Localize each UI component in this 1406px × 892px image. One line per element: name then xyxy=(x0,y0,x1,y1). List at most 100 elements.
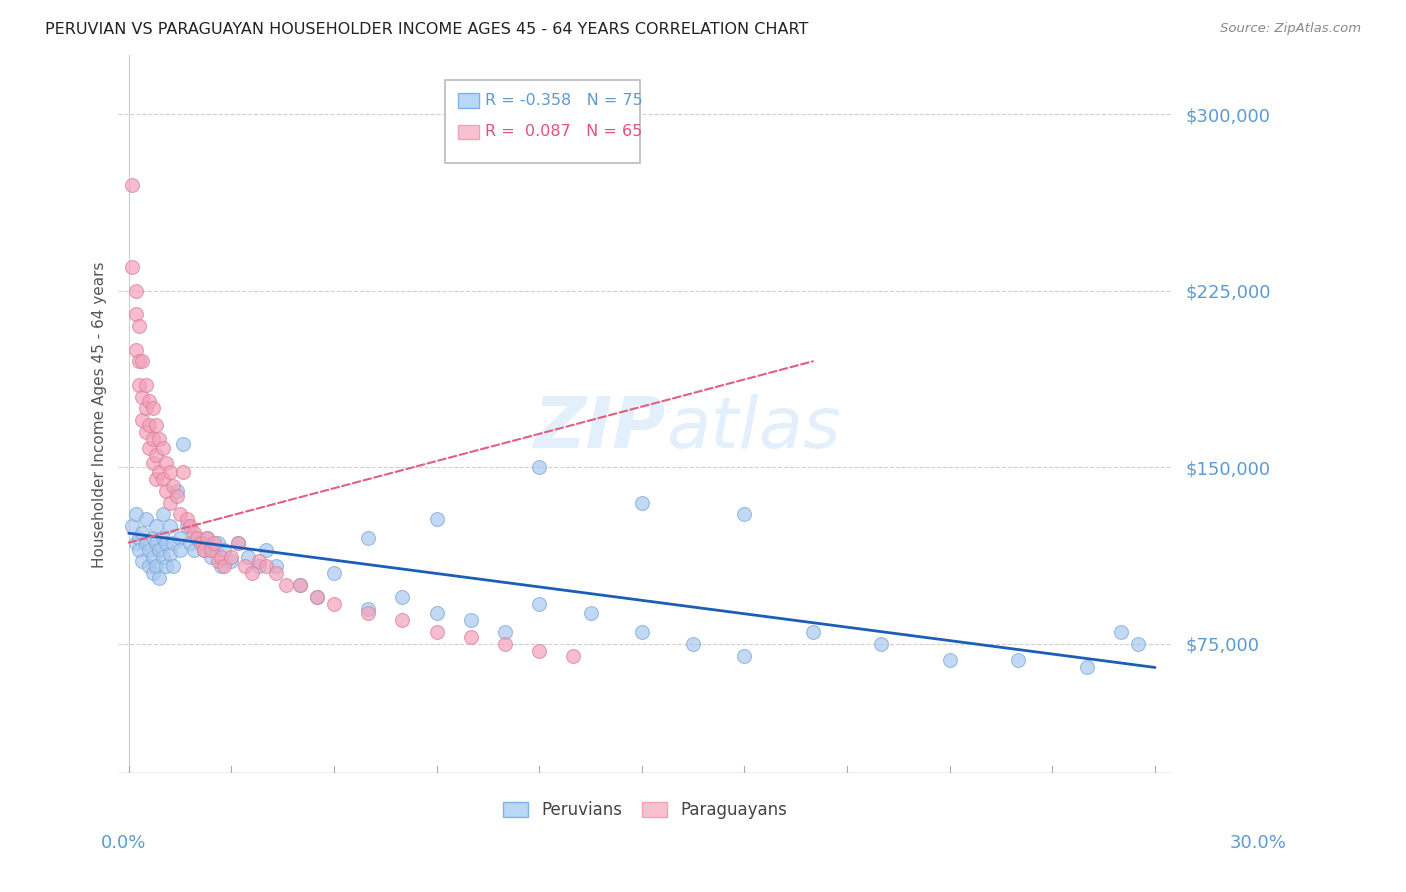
Point xyxy=(247,554,270,568)
Point xyxy=(529,597,551,611)
Point xyxy=(233,559,256,574)
Point xyxy=(254,559,277,574)
Point xyxy=(121,519,143,533)
Point xyxy=(145,519,167,533)
Point xyxy=(124,343,146,357)
Point xyxy=(870,637,893,651)
Point xyxy=(193,542,215,557)
Point xyxy=(226,535,249,549)
Point xyxy=(938,653,960,667)
Point xyxy=(323,597,346,611)
Point xyxy=(264,566,287,581)
Point xyxy=(135,425,157,439)
Point xyxy=(138,417,160,432)
Point xyxy=(155,559,177,574)
Text: 30.0%: 30.0% xyxy=(1230,834,1286,852)
Point xyxy=(148,571,170,585)
Point xyxy=(734,508,756,522)
Point xyxy=(631,495,654,509)
Point xyxy=(682,637,704,651)
Point xyxy=(124,307,146,321)
Point xyxy=(142,566,165,581)
Point xyxy=(142,432,165,446)
Point xyxy=(305,590,328,604)
Point xyxy=(190,535,212,549)
Point xyxy=(190,535,212,549)
Point xyxy=(460,613,482,627)
Point xyxy=(357,601,380,615)
Point xyxy=(193,542,215,557)
Point xyxy=(426,625,449,640)
Text: ZIP: ZIP xyxy=(534,394,666,463)
Point xyxy=(391,590,413,604)
Point xyxy=(166,483,188,498)
Point xyxy=(138,442,160,456)
Text: PERUVIAN VS PARAGUAYAN HOUSEHOLDER INCOME AGES 45 - 64 YEARS CORRELATION CHART: PERUVIAN VS PARAGUAYAN HOUSEHOLDER INCOM… xyxy=(45,22,808,37)
Point xyxy=(176,519,198,533)
Point xyxy=(169,542,191,557)
Point xyxy=(207,554,229,568)
Point xyxy=(155,456,177,470)
Point xyxy=(142,549,165,564)
Point xyxy=(124,535,146,549)
Point xyxy=(202,542,225,557)
Point xyxy=(128,354,150,368)
Point xyxy=(159,519,181,533)
Point xyxy=(169,531,191,545)
Point xyxy=(142,456,165,470)
Point xyxy=(247,559,270,574)
Point xyxy=(159,465,181,479)
Point xyxy=(426,512,449,526)
Point xyxy=(124,284,146,298)
Point xyxy=(529,644,551,658)
Point xyxy=(391,613,413,627)
Point xyxy=(145,472,167,486)
Point xyxy=(121,260,143,274)
Legend: Peruvians, Paraguayans: Peruvians, Paraguayans xyxy=(496,795,794,826)
Point xyxy=(145,535,167,549)
Point xyxy=(179,535,201,549)
Point xyxy=(124,508,146,522)
Point xyxy=(494,625,516,640)
Point xyxy=(159,548,181,562)
Point xyxy=(135,377,157,392)
Point xyxy=(135,512,157,526)
Point xyxy=(155,483,177,498)
Point xyxy=(142,401,165,416)
Point xyxy=(138,559,160,574)
Point xyxy=(148,542,170,557)
Point xyxy=(152,549,174,564)
Point xyxy=(1007,653,1029,667)
Point xyxy=(357,531,380,545)
Point xyxy=(1126,637,1149,651)
Point xyxy=(734,648,756,663)
Point xyxy=(172,465,194,479)
Point xyxy=(186,531,208,545)
Point xyxy=(209,549,232,564)
Point xyxy=(460,630,482,644)
Point xyxy=(159,495,181,509)
Point xyxy=(214,559,236,574)
Point xyxy=(142,531,165,545)
Point xyxy=(169,508,191,522)
Point xyxy=(1076,660,1098,674)
Point xyxy=(162,479,184,493)
Point xyxy=(200,542,222,557)
Point xyxy=(131,354,153,368)
Point xyxy=(357,607,380,621)
Point xyxy=(221,549,243,564)
Point xyxy=(200,549,222,564)
Point xyxy=(305,590,328,604)
Point xyxy=(1109,625,1132,640)
Point xyxy=(148,465,170,479)
Point xyxy=(135,535,157,549)
Point xyxy=(529,460,551,475)
Point xyxy=(131,526,153,541)
Point xyxy=(183,526,205,541)
Point xyxy=(152,508,174,522)
Text: Source: ZipAtlas.com: Source: ZipAtlas.com xyxy=(1220,22,1361,36)
Point xyxy=(562,648,585,663)
Point xyxy=(152,442,174,456)
Point xyxy=(148,432,170,446)
Text: R = -0.358   N = 75: R = -0.358 N = 75 xyxy=(485,93,643,108)
